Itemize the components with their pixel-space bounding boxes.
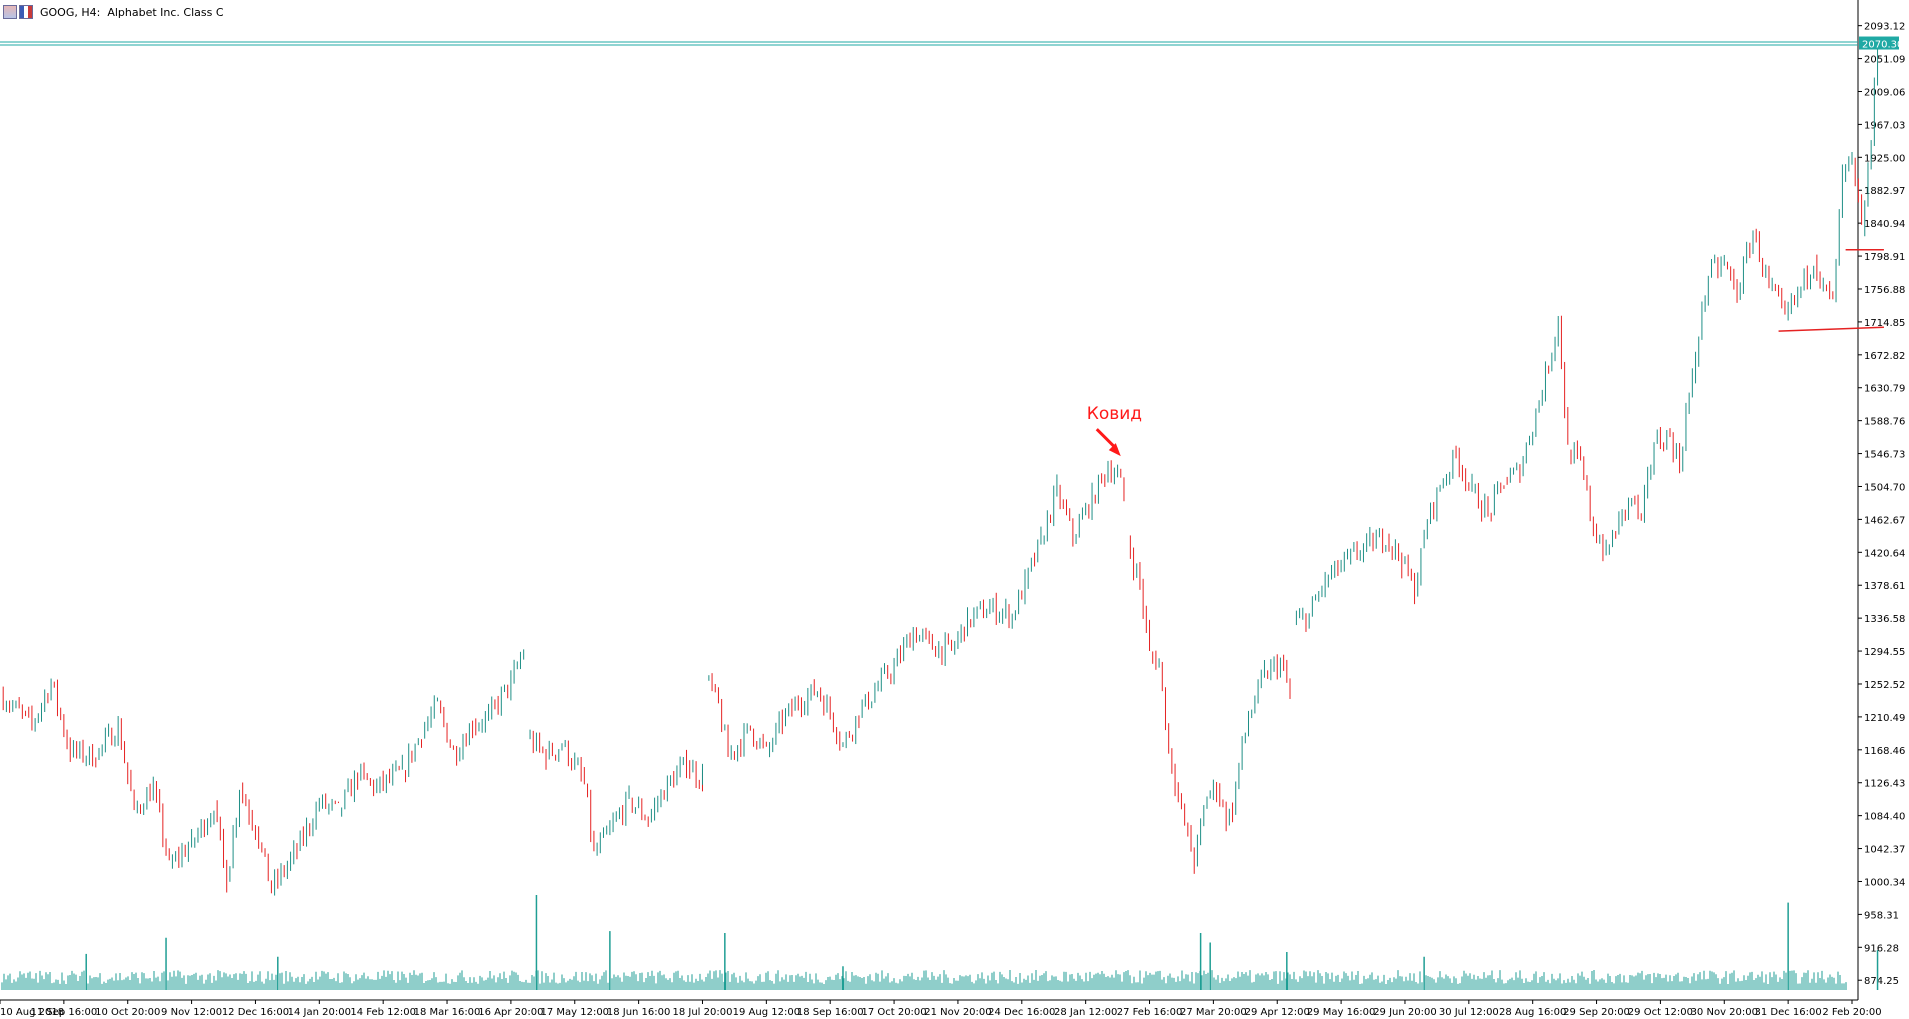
price-tick-label: 1672.82	[1864, 351, 1905, 362]
price-tick-label: 1126.43	[1864, 779, 1905, 790]
time-tick-label: 29 Jun 20:00	[1373, 1007, 1437, 1018]
time-tick-label: 31 Dec 16:00	[1755, 1007, 1822, 1018]
time-tick-label: 10 Aug 2018	[0, 1007, 64, 1018]
price-tick-label: 1168.46	[1864, 746, 1905, 757]
toolbar	[3, 5, 33, 19]
time-tick-label: 30 Jul 12:00	[1439, 1007, 1499, 1018]
time-tick-label: 29 Apr 12:00	[1245, 1007, 1310, 1018]
price-tick-label: 1084.40	[1864, 812, 1905, 823]
time-tick-label: 10 Oct 20:00	[95, 1007, 160, 1018]
time-tick-label: 18 Jun 16:00	[607, 1007, 671, 1018]
price-tick-label: 1294.55	[1864, 647, 1905, 658]
price-tick-label: 1042.37	[1864, 845, 1905, 856]
chart-window-icon[interactable]	[3, 5, 17, 19]
price-tick-label: 916.28	[1864, 943, 1899, 954]
time-tick-label: 18 Sep 16:00	[797, 1007, 864, 1018]
time-tick-label: 11 Sep 16:00	[30, 1007, 97, 1018]
time-tick-label: 28 Jan 12:00	[1054, 1007, 1117, 1018]
support-line	[1778, 326, 1884, 332]
time-tick-label: 29 May 16:00	[1307, 1007, 1376, 1018]
price-tick-label: 1546.73	[1864, 450, 1905, 461]
price-tick-label: 1630.79	[1864, 384, 1905, 395]
price-tick-label: 2093.12	[1864, 22, 1905, 33]
price-tick-label: 1840.94	[1864, 219, 1905, 230]
price-tick-label: 874.25	[1864, 976, 1899, 987]
time-tick-label: 17 May 12:00	[540, 1007, 609, 1018]
time-tick-label: 27 Feb 16:00	[1117, 1007, 1183, 1018]
time-tick-label: 24 Dec 16:00	[988, 1007, 1055, 1018]
price-tick-label: 2051.09	[1864, 55, 1905, 66]
price-tick-label: 1462.67	[1864, 515, 1905, 526]
price-tick-label: 1967.03	[1864, 120, 1905, 131]
annotation-arrowhead	[1108, 443, 1121, 457]
price-tick-label: 1588.76	[1864, 417, 1905, 428]
price-tick-label: 1714.85	[1864, 318, 1905, 329]
price-tick-label: 958.31	[1864, 910, 1899, 921]
price-tick-label: 1882.97	[1864, 186, 1905, 197]
price-tick-label: 1336.58	[1864, 614, 1905, 625]
time-tick-label: 30 Nov 20:00	[1691, 1007, 1758, 1018]
price-tick-label: 1000.34	[1864, 877, 1905, 888]
price-tick-label: 1252.52	[1864, 680, 1905, 691]
time-tick-label: 14 Jan 20:00	[288, 1007, 351, 1018]
time-tick-label: 18 Mar 16:00	[414, 1007, 481, 1018]
current-price-label: 2070.30	[1862, 40, 1903, 51]
time-tick-label: 9 Nov 12:00	[161, 1007, 222, 1018]
price-tick-label: 1210.49	[1864, 713, 1905, 724]
time-tick-label: 21 Nov 20:00	[924, 1007, 991, 1018]
symbol-title: GOOG, H4: Alphabet Inc. Class C	[40, 6, 224, 19]
time-tick-label: 28 Aug 16:00	[1499, 1007, 1566, 1018]
time-tick-label: 17 Oct 20:00	[861, 1007, 926, 1018]
price-tick-label: 2009.06	[1864, 87, 1905, 98]
price-tick-label: 1756.88	[1864, 285, 1905, 296]
time-tick-label: 12 Dec 16:00	[222, 1007, 289, 1018]
price-tick-label: 1420.64	[1864, 548, 1905, 559]
price-tick-label: 1378.61	[1864, 581, 1905, 592]
price-tick-label: 1504.70	[1864, 482, 1905, 493]
time-tick-label: 16 Apr 20:00	[478, 1007, 543, 1018]
annotation-label: Ковид	[1087, 404, 1142, 424]
time-tick-label: 29 Sep 20:00	[1563, 1007, 1630, 1018]
time-tick-label: 27 Mar 20:00	[1180, 1007, 1247, 1018]
time-tick-label: 29 Oct 12:00	[1628, 1007, 1693, 1018]
time-tick-label: 2 Feb 20:00	[1822, 1007, 1881, 1018]
current-price-badge	[1859, 36, 1899, 50]
time-tick-label: 18 Jul 20:00	[672, 1007, 732, 1018]
price-tick-label: 1798.91	[1864, 252, 1905, 263]
time-tick-label: 14 Feb 12:00	[350, 1007, 416, 1018]
chart-bars-icon[interactable]	[19, 5, 33, 19]
time-tick-label: 19 Aug 12:00	[733, 1007, 800, 1018]
price-tick-label: 1925.00	[1864, 153, 1905, 164]
